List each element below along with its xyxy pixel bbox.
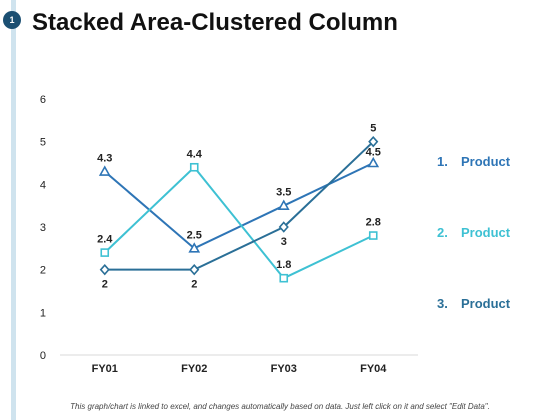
y-tick-label: 4: [40, 179, 46, 191]
slide-number-badge: 1: [3, 11, 21, 29]
legend-item-1[interactable]: 1. Product: [437, 154, 510, 169]
series-1-data-label: 4.5: [366, 147, 381, 159]
legend-number-1: 1.: [437, 154, 448, 169]
series-2-data-label: 1.8: [276, 259, 291, 271]
series-1-point: [188, 242, 201, 253]
series-layer: [98, 135, 380, 283]
legend-label-3: Product: [461, 296, 511, 311]
x-category-label: FY03: [271, 363, 297, 375]
y-tick-label: 2: [40, 265, 46, 277]
legend-item-2[interactable]: 2. Product: [437, 225, 510, 240]
side-accent-line: [11, 0, 16, 420]
x-category-label: FY04: [360, 363, 387, 375]
y-tick-label: 1: [40, 307, 46, 319]
legend-label-2: Product: [461, 225, 511, 240]
series-3-data-label: 2: [102, 279, 108, 291]
series-3-point: [278, 221, 289, 233]
page-title: Stacked Area-Clustered Column: [32, 9, 398, 36]
y-tick-label: 6: [40, 94, 46, 106]
series-2-point: [368, 231, 378, 240]
series-1-point: [367, 156, 380, 168]
legend-number-3: 3.: [437, 296, 448, 311]
footer-note: This graph/chart is linked to excel, and…: [70, 402, 490, 411]
y-tick-label: 3: [40, 222, 46, 234]
y-tick-label: 0: [40, 350, 46, 362]
legend-label-1: Product: [461, 154, 511, 169]
x-category-label: FY01: [92, 363, 118, 375]
series-3-point: [368, 135, 379, 148]
series-2-point: [189, 162, 199, 172]
series-3-data-label: 5: [370, 123, 376, 135]
legend-item-3[interactable]: 3. Product: [437, 296, 510, 311]
series-3-data-label: 2: [191, 279, 197, 291]
data-label-layer: 4.3 2.5 3.5 4.5 2.4 4.4 1.8 2.8 2 2 3 5: [97, 123, 381, 291]
series-2-data-label: 2.8: [366, 217, 381, 229]
series-line-2: [104, 165, 374, 280]
series-2-point: [100, 248, 110, 257]
series-2-data-label: 4.4: [187, 148, 203, 160]
series-1-data-label: 2.5: [187, 229, 202, 241]
series-1-data-label: 3.5: [276, 187, 291, 199]
series-2-data-label: 2.4: [97, 234, 113, 246]
x-category-label: FY02: [181, 363, 207, 375]
series-1-point: [277, 199, 290, 210]
series-1-point: [98, 165, 111, 176]
series-3-data-label: 3: [281, 236, 287, 248]
series-line-1: [104, 162, 374, 250]
series-2-point: [279, 273, 289, 283]
axis-layer: 0 1 2 3 4 5 6 FY01 FY02 FY03 FY04: [40, 94, 418, 375]
legend-number-2: 2.: [437, 225, 448, 240]
series-1-data-label: 4.3: [97, 153, 112, 165]
y-tick-label: 5: [40, 137, 46, 149]
series-3-point: [99, 263, 110, 276]
series-line-3: [104, 140, 374, 271]
series-3-point: [189, 263, 200, 276]
